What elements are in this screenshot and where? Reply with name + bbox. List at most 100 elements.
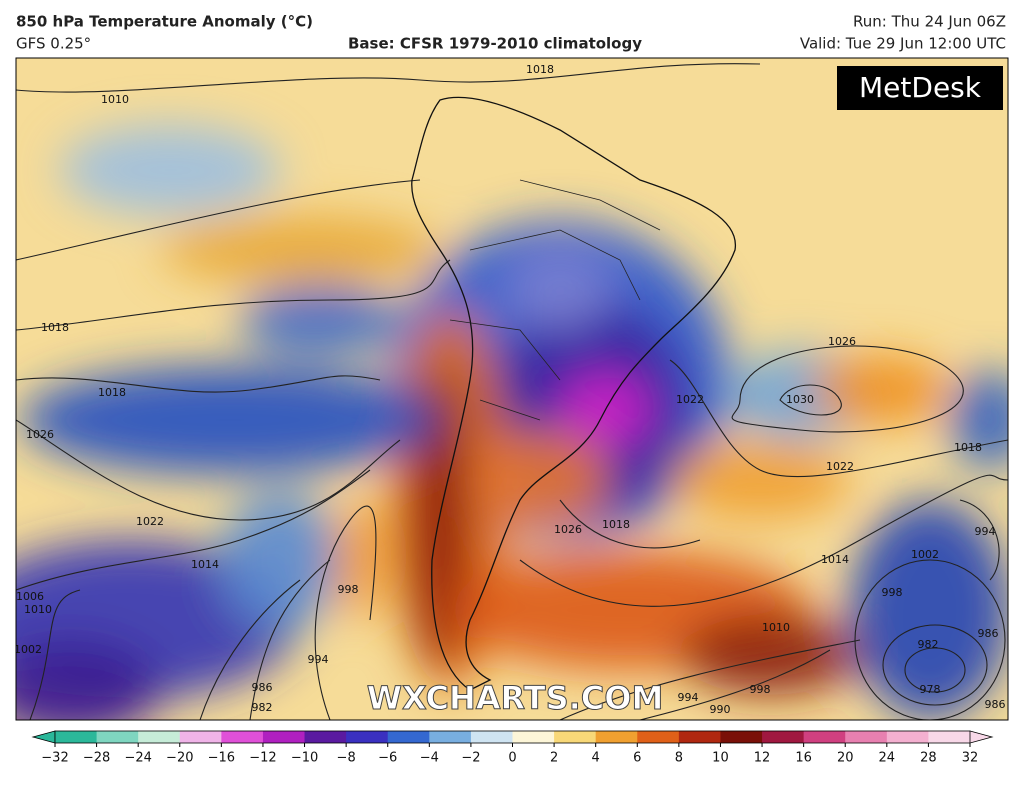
isobar-label: 994 <box>678 691 699 704</box>
isobar-label: 990 <box>710 703 731 716</box>
colorbar-label: −10 <box>291 751 318 766</box>
anomaly-blob <box>240 285 400 355</box>
isobar-label: 1018 <box>98 386 126 399</box>
colorbar-label: 6 <box>633 751 641 766</box>
anomaly-blob <box>950 370 1008 470</box>
colorbar-segment <box>720 731 763 743</box>
anomaly-blob <box>410 370 470 670</box>
isobar-label: 994 <box>975 525 996 538</box>
isobar-label: 1018 <box>526 63 554 76</box>
isobar <box>669 359 1008 478</box>
isobar <box>16 375 381 393</box>
colorbar-segment <box>262 731 306 743</box>
isobar <box>559 639 861 720</box>
colorbar-segment <box>304 731 347 743</box>
isobar <box>16 179 421 261</box>
colorbar-segment <box>346 731 389 743</box>
isobar <box>959 499 1000 581</box>
isobar <box>16 63 761 93</box>
isobar-label: 978 <box>920 683 941 696</box>
isobar-label: 982 <box>918 638 939 651</box>
anomaly-blob <box>680 615 860 695</box>
colorbar-segment <box>179 731 222 743</box>
isobar-label: 1026 <box>554 523 582 536</box>
isobar-label: 1010 <box>762 621 790 634</box>
isobar-label: 1018 <box>41 321 69 334</box>
logo-box <box>837 66 1003 110</box>
watermark: WXCHARTS.COM <box>367 679 664 717</box>
title: 850 hPa Temperature Anomaly (°C) <box>16 13 313 31</box>
anomaly-blob <box>160 215 440 285</box>
isobar-label: 1026 <box>828 335 856 348</box>
colorbar-segment <box>429 731 472 743</box>
isobar-label: 1022 <box>136 515 164 528</box>
isobar <box>314 505 377 720</box>
isobar <box>16 419 401 521</box>
colorbar-segment <box>928 731 971 743</box>
colorbar-segment <box>512 731 555 743</box>
isobar-labels: 1010 1018 1018 1018 1026 1022 1014 1006 1010 1002… <box>14 63 1006 716</box>
anomaly-blob <box>810 355 950 425</box>
isobar <box>639 649 831 720</box>
colorbar-label: −8 <box>337 751 356 766</box>
isobar-label: 1018 <box>602 518 630 531</box>
colorbar-segment <box>138 731 181 743</box>
colorbar-label: −16 <box>208 751 235 766</box>
isobar <box>904 647 966 693</box>
isobar <box>16 259 451 331</box>
colorbar-label: −24 <box>124 751 151 766</box>
colorbar-segment <box>387 731 430 743</box>
isobar-label: 1006 <box>16 590 44 603</box>
colorbar-segment <box>637 731 680 743</box>
isobar-label: 982 <box>252 701 273 714</box>
anomaly-field <box>16 125 1008 720</box>
colorbar-label: 0 <box>508 751 516 766</box>
colorbar-label: 20 <box>837 751 854 766</box>
isobar-label: 1010 <box>101 93 129 106</box>
colorbar-label: 2 <box>550 751 558 766</box>
colorbar-label: 32 <box>962 751 979 766</box>
isobar-label: 1014 <box>191 558 219 571</box>
colorbar-label: −28 <box>83 751 110 766</box>
isobar-label: 998 <box>750 683 771 696</box>
isobar-label: 1002 <box>14 643 42 656</box>
borders <box>449 179 661 421</box>
anomaly-blob <box>16 640 160 720</box>
isobar <box>779 384 842 416</box>
colorbar-segment <box>845 731 888 743</box>
colorbar-label: 16 <box>795 751 812 766</box>
isobar-label: 986 <box>985 698 1006 711</box>
coastline <box>411 96 736 691</box>
isobar-label: 998 <box>882 586 903 599</box>
map-frame <box>15 57 1009 721</box>
colorbar-label: 8 <box>675 751 683 766</box>
colorbar-label: 28 <box>920 751 937 766</box>
anomaly-blob <box>470 430 610 530</box>
colorbar-segment <box>554 731 597 743</box>
isobar-label: 1014 <box>821 553 849 566</box>
colorbar-label: 10 <box>712 751 729 766</box>
colorbar-label: 12 <box>754 751 771 766</box>
map: 1010 1018 1018 1018 1026 1022 1014 1006 1010 1002… <box>14 58 1008 720</box>
valid-time: Valid: Tue 29 Jun 12:00 UTC <box>800 35 1006 53</box>
isobar-label: 998 <box>338 583 359 596</box>
isobar <box>559 499 701 549</box>
colorbar-label: −2 <box>461 751 480 766</box>
isobar-label: 1022 <box>826 460 854 473</box>
model: GFS 0.25° <box>16 35 91 53</box>
colorbar-segment <box>221 731 264 743</box>
isobar <box>731 345 964 433</box>
colorbar-segment <box>595 731 638 743</box>
colorbar-segment <box>678 731 721 743</box>
anomaly-blob <box>510 250 610 330</box>
isobar-label: 1022 <box>676 393 704 406</box>
colorbar-segment <box>55 731 98 743</box>
colorbar-label: −12 <box>249 751 276 766</box>
isobar <box>882 624 988 706</box>
colorbar-label: 24 <box>879 751 896 766</box>
run-time: Run: Thu 24 Jun 06Z <box>853 13 1006 31</box>
logo: MetDesk <box>859 71 982 104</box>
isobar-label: 1018 <box>954 441 982 454</box>
